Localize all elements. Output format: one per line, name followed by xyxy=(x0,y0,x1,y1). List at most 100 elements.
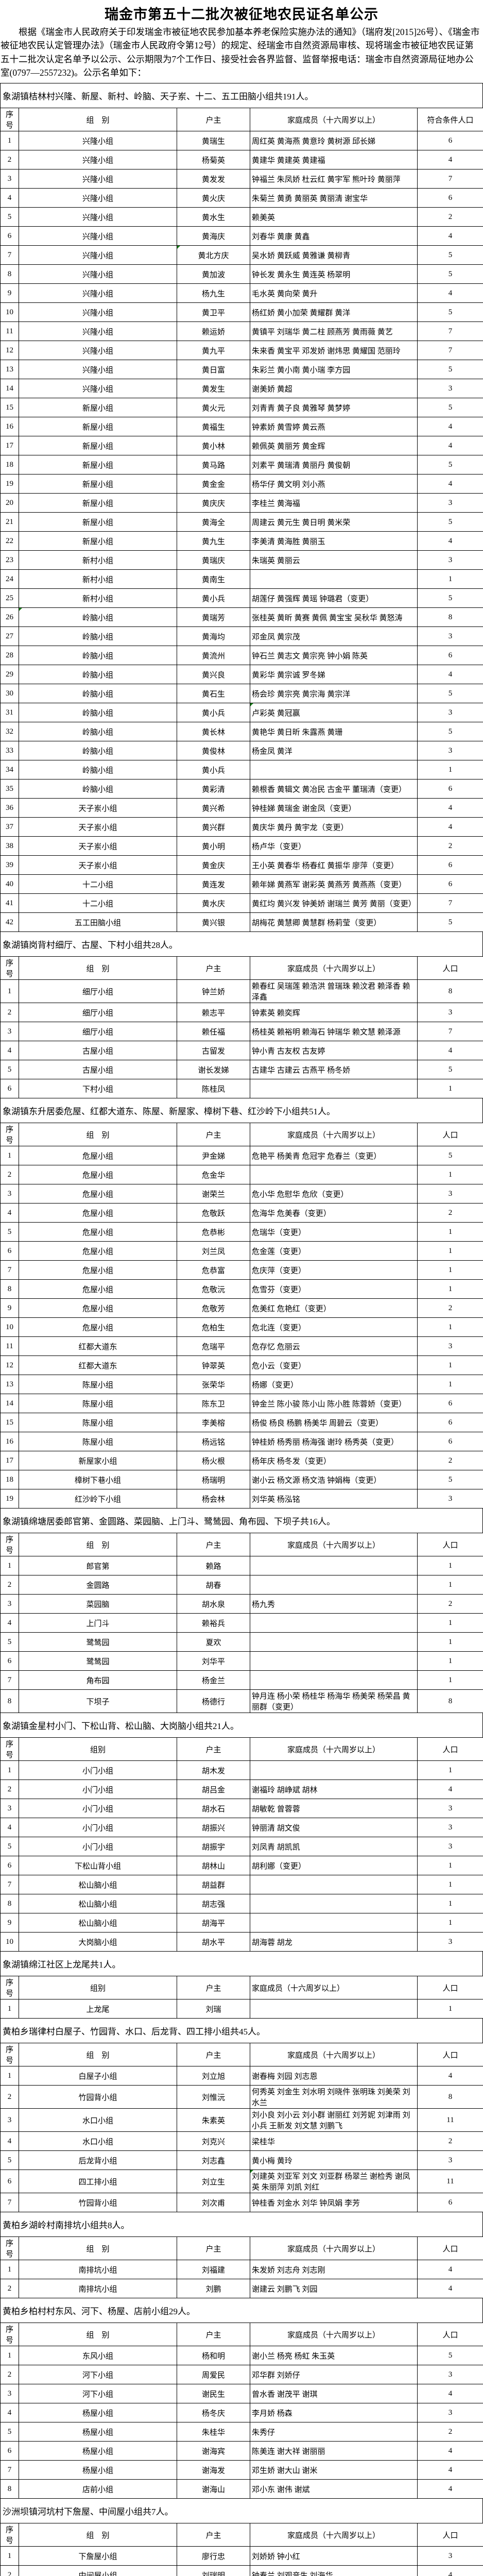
cell-group: 细厅小组 xyxy=(19,1022,177,1041)
cell-population: 4 xyxy=(417,474,483,494)
cell-group: 鹭鸶园 xyxy=(19,1651,177,1671)
cell-group: 细厅小组 xyxy=(19,1003,177,1022)
cell-population: 1 xyxy=(417,1165,483,1184)
cell-population: 5 xyxy=(417,512,483,532)
cell-members xyxy=(250,1632,418,1652)
green-tick-icon xyxy=(177,246,180,249)
table-row: 5 危屋小组 危恭彬 危瑞华（变更） 1 xyxy=(0,1222,483,1242)
cell-population: 7 xyxy=(417,1022,483,1041)
cell-index: 10 xyxy=(0,1932,19,1952)
cell-householder: 杨远铭 xyxy=(177,1432,250,1451)
cell-index: 6 xyxy=(0,1651,19,1671)
cell-group: 兴隆小组 xyxy=(19,226,177,246)
cell-population: 3 xyxy=(417,703,483,722)
cell-population: 1 xyxy=(417,1632,483,1652)
cell-population: 2 xyxy=(417,207,483,227)
cell-group: 兴隆小组 xyxy=(19,341,177,360)
column-header: 序号 xyxy=(0,108,19,131)
cell-population: 4 xyxy=(417,2066,483,2086)
cell-index: 27 xyxy=(0,626,19,646)
cell-index: 3 xyxy=(0,2108,19,2132)
table-row: 33 岭脑小组 黄俊林 杨金凤 黄洋 3 xyxy=(0,741,483,760)
cell-population: 5 xyxy=(417,1060,483,1079)
cell-population: 6 xyxy=(417,188,483,208)
cell-index: 38 xyxy=(0,836,19,856)
cell-members xyxy=(250,1670,418,1690)
cell-members: 钟春兰 刘观音生 刘海华 xyxy=(250,2565,418,2576)
table-row: 1 兴隆小组 黄瑞生 周红英 黄海燕 黄意玲 黄树源 邱长娣 6 xyxy=(0,131,483,150)
cell-householder: 杨瑞明 xyxy=(177,1470,250,1489)
cell-population: 4 xyxy=(417,665,483,684)
table-row: 18 新屋小组 黄马路 刘素平 黄瑞清 黄丽丹 黄俊朝 5 xyxy=(0,455,483,474)
table-row: 2 小门小组 胡吕金 谢福玲 胡峥斌 胡林 4 xyxy=(0,1780,483,1799)
cell-householder: 危恭彬 xyxy=(177,1222,250,1242)
cell-members: 李美清 黄海胜 黄丽玉 xyxy=(250,531,418,551)
table-row: 15 陈屋小组 李美榕 杨俊 杨良 杨鹏 杨美华 周碧云（变更） 6 xyxy=(0,1413,483,1432)
cell-population: 5 xyxy=(417,455,483,474)
table-row: 9 危屋小组 危敬芳 危美红 危艳红（变更） 2 xyxy=(0,1298,483,1318)
cell-householder: 黄流州 xyxy=(177,646,250,665)
table-row: 3 水口小组 朱素英 刘小良 刘小云 刘小群 谢丽红 刘芳妮 刘津雨 刘小兵 王新发 … xyxy=(0,2108,483,2132)
cell-population: 1 xyxy=(417,1079,483,1098)
table-row: 4 古屋小组 古留发 钟小青 古友权 古友婷 4 xyxy=(0,1041,483,1060)
cell-group: 新屋小组 xyxy=(19,493,177,513)
table-row: 5 鹭鸶园 夏欢 1 xyxy=(0,1632,483,1652)
cell-group: 上门斗 xyxy=(19,1613,177,1633)
table-row: 35 岭脑小组 黄彩清 赖根香 黄辑文 黄冶民 古金平 董瑞清（变更） 6 xyxy=(0,779,483,799)
cell-householder: 黄石生 xyxy=(177,684,250,703)
cell-members xyxy=(250,1575,418,1595)
cell-group: 十二小组 xyxy=(19,874,177,894)
table-row: 16 新屋小组 黄福生 钟素娇 黄雪婷 黄云燕 4 xyxy=(0,417,483,436)
cell-group: 新屋小组 xyxy=(19,455,177,474)
cell-group: 危屋小组 xyxy=(19,1222,177,1242)
cell-population: 4 xyxy=(417,798,483,818)
cell-group: 古屋小组 xyxy=(19,1060,177,1079)
cell-householder: 黄福生 xyxy=(177,417,250,436)
cell-householder: 胡春 xyxy=(177,1575,250,1595)
cell-members: 赖年娣 黄燕军 谢彩英 黄燕芳 黄燕燕（变更） xyxy=(250,874,418,894)
cell-group: 松山脑小组 xyxy=(19,1913,177,1933)
cell-group: 竹园背小组 xyxy=(19,2193,177,2212)
cell-householder: 胡志强 xyxy=(177,1894,250,1913)
cell-index: 3 xyxy=(0,2384,19,2403)
cell-members: 危北连（变更） xyxy=(250,1317,418,1337)
cell-group: 岭脑小组 xyxy=(19,665,177,684)
cell-members: 危海华 危美春（变更） xyxy=(250,1203,418,1223)
cell-members: 赖根香 黄辑文 黄冶民 古金平 董瑞清（变更） xyxy=(250,779,418,799)
cell-householder: 钟翠英 xyxy=(177,1355,250,1375)
column-header: 户主 xyxy=(177,1123,250,1146)
cell-householder: 黄九生 xyxy=(177,531,250,551)
cell-members xyxy=(250,1165,418,1184)
cell-population: 1 xyxy=(417,1913,483,1933)
table-row: 1 白屋子小组 刘立旭 谢春梅 刘园 刘志恩 4 xyxy=(0,2066,483,2086)
cell-group: 岭脑小组 xyxy=(19,607,177,627)
cell-index: 23 xyxy=(0,550,19,570)
column-header: 家庭成员（十六周岁以上） xyxy=(250,2043,418,2066)
table-row: 23 新村小组 黄瑞庆 朱瑞英 黄丽云 3 xyxy=(0,550,483,570)
cell-index: 5 xyxy=(0,2422,19,2442)
roster-table: 序号 组别 户主 家庭成员（十六周岁以上） 人口 1 上龙尾 刘瑞 1 xyxy=(0,1976,483,2019)
table-row: 26 岭脑小组 黄瑞芳 张桂英 黄昕 黄赛 黄佩 黄宝宝 吴秋华 黄怒涛 8 xyxy=(0,607,483,627)
cell-householder: 黄兴希 xyxy=(177,798,250,818)
cell-index: 33 xyxy=(0,741,19,760)
cell-members: 刘小良 刘小云 刘小群 谢丽红 刘芳妮 刘津雨 刘小兵 王新发 刘文慧 刘鹏飞 xyxy=(250,2108,418,2132)
cell-group: 红都大道东 xyxy=(19,1336,177,1356)
cell-members: 黄建华 黄建英 黄建福 xyxy=(250,150,418,170)
header-row: 序号组 别户主 家庭成员（十六周岁以上） 符合条件人口 xyxy=(0,108,483,131)
cell-index: 22 xyxy=(0,531,19,551)
cell-householder: 黄火庆 xyxy=(177,188,250,208)
table-row: 40 十二小组 黄连发 赖年娣 黄燕军 谢彩英 黄燕芳 黄燕燕（变更） 6 xyxy=(0,874,483,894)
column-header: 序号 xyxy=(0,2523,19,2547)
cell-members: 刘华英 杨泓铭 xyxy=(250,1489,418,1509)
cell-group: 菜园脑 xyxy=(19,1594,177,1614)
cell-population: 3 xyxy=(417,741,483,760)
cell-group: 杨屋小组 xyxy=(19,2460,177,2480)
cell-index: 5 xyxy=(0,1632,19,1652)
table-row: 42 五工田脑小组 黄兴银 胡梅花 黄慧卿 黄慧群 杨莉莹（变更） 5 xyxy=(0,912,483,932)
table-row: 2 南排坑小组 刘鹏 谢建云 刘鹏飞 刘园 4 xyxy=(0,2279,483,2298)
cell-group: 兴隆小组 xyxy=(19,131,177,150)
cell-members: 杨会珍 黄宗亮 黄宗海 黄宗洋 xyxy=(250,684,418,703)
cell-group: 陈屋小组 xyxy=(19,1394,177,1413)
cell-index: 40 xyxy=(0,874,19,894)
column-header: 户主 xyxy=(177,1976,250,1999)
